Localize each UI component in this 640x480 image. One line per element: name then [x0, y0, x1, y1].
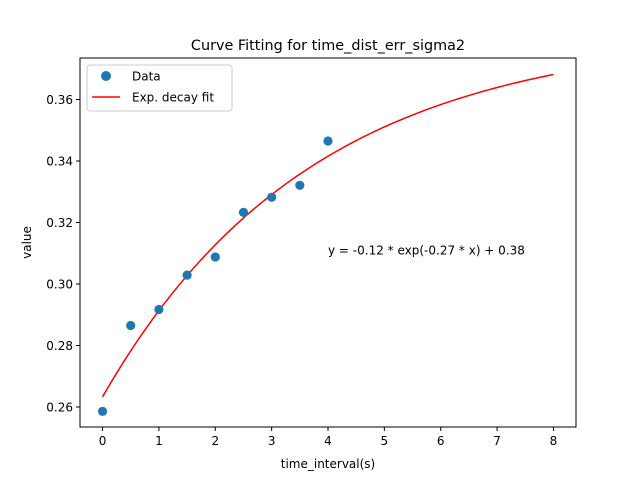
data-point: [238, 207, 249, 217]
data-point: [323, 136, 333, 146]
y-tick-label: 0.28: [46, 339, 73, 353]
x-tick-label: 1: [155, 434, 163, 448]
x-axis-label: time_interval(s): [281, 457, 375, 471]
legend-marker-data: [101, 71, 111, 81]
data-point: [267, 192, 277, 202]
legend: Data Exp. decay fit: [86, 64, 233, 112]
x-tick-label: 0: [99, 434, 107, 448]
chart-title: Curve Fitting for time_dist_err_sigma2: [191, 38, 465, 54]
data-point: [182, 270, 192, 280]
y-tick-label: 0.36: [46, 93, 73, 107]
data-point: [210, 252, 220, 262]
data-points: [97, 136, 333, 416]
data-point: [154, 304, 164, 315]
fit-line: [101, 73, 554, 398]
y-tick-label: 0.34: [46, 155, 73, 169]
x-tick-label: 6: [437, 434, 445, 448]
legend-label-data: Data: [132, 70, 161, 84]
fit-line-group: [101, 73, 554, 398]
x-tick-label: 8: [550, 434, 558, 448]
plot-area: [79, 57, 577, 428]
y-axis-ticks: 0.26 0.28 0.30 0.32 0.34 0.36: [46, 93, 80, 415]
legend-frame: [86, 64, 233, 112]
x-tick-label: 3: [268, 434, 276, 448]
y-tick-label: 0.32: [46, 216, 73, 230]
y-tick-label: 0.30: [46, 278, 73, 292]
x-tick-label: 5: [381, 434, 389, 448]
x-axis-ticks: 0 1 2 3 4 5 6 7 8: [99, 427, 558, 448]
data-point: [295, 180, 305, 190]
x-tick-label: 2: [211, 434, 219, 448]
y-axis-label: value: [20, 226, 34, 259]
x-tick-label: 7: [493, 434, 501, 448]
legend-label-fit: Exp. decay fit: [132, 91, 214, 105]
data-point: [126, 320, 136, 331]
y-tick-label: 0.26: [46, 401, 73, 415]
data-point: [97, 406, 108, 416]
fit-equation-annotation: y = -0.12 * exp(-0.27 * x) + 0.38: [328, 244, 525, 258]
x-tick-label: 4: [324, 434, 332, 448]
